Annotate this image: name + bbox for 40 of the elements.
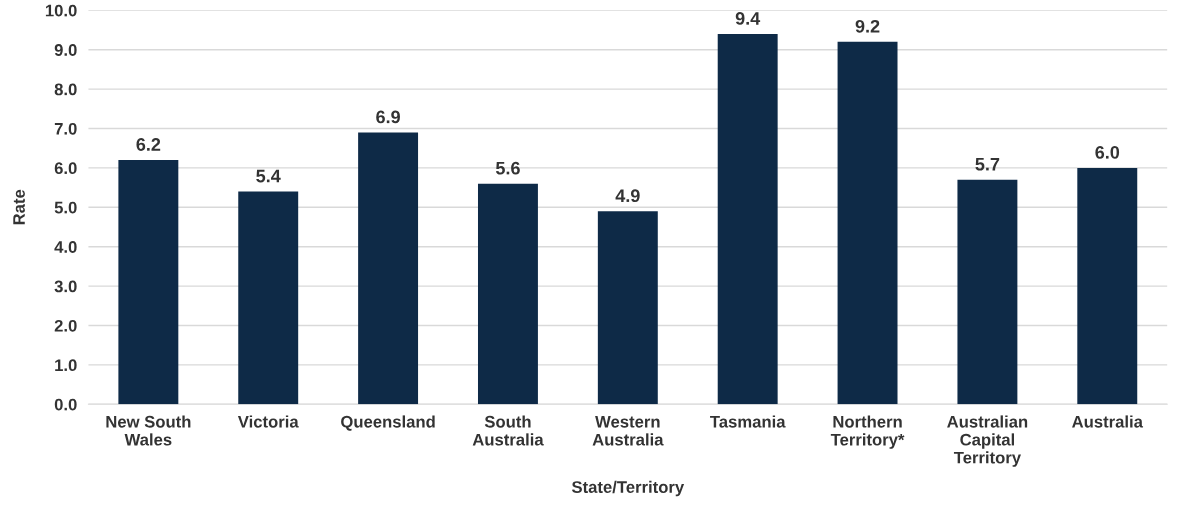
y-tick-label: 9.0 [54,44,77,56]
y-tick-label: 6.0 [54,162,77,175]
data-label: 6.0 [1095,145,1120,159]
y-tick-label: 7.0 [54,122,77,135]
y-tick-label: 4.0 [54,241,77,253]
data-label: 9.4 [735,12,761,25]
data-label: 6.2 [136,138,161,151]
x-tick-label: Australian Capital Territory [947,415,1028,467]
bar [477,183,538,405]
y-tick-label: 3.0 [54,280,77,293]
y-tick-label: 0.0 [54,398,77,411]
data-label: 9.2 [855,19,880,33]
x-tick-label: Tasmania [710,415,786,428]
x-axis-title: State/Territory [571,480,685,497]
x-tick-label: Queensland [341,415,435,431]
x-tick-label: New South Wales [106,415,191,446]
x-tick-label: Western Australia [592,416,664,446]
y-axis-title: Rate [13,189,25,225]
y-tick-label: 5.0 [54,201,77,214]
bar [358,132,419,405]
y-tick-label: 10.0 [45,4,77,17]
bar [597,211,658,405]
data-label: 5.7 [975,157,1000,171]
bar [1077,167,1138,405]
y-tick-label: 1.0 [55,359,77,372]
x-tick-label: Northern Territory* [830,415,905,449]
bar [837,41,898,405]
data-label: 6.9 [376,110,400,124]
bar [957,179,1018,405]
data-label: 5.6 [495,161,520,175]
bar [238,191,299,405]
x-tick-label: Victoria [237,415,299,428]
y-tick-label: 2.0 [54,319,77,332]
x-tick-label: South Australia [472,415,544,446]
bar [118,160,179,405]
bar [717,33,778,405]
x-tick-label: Australia [1072,415,1144,428]
y-tick-label: 8.0 [54,83,77,96]
data-label: 4.9 [615,189,640,203]
data-label: 5.4 [256,169,281,183]
